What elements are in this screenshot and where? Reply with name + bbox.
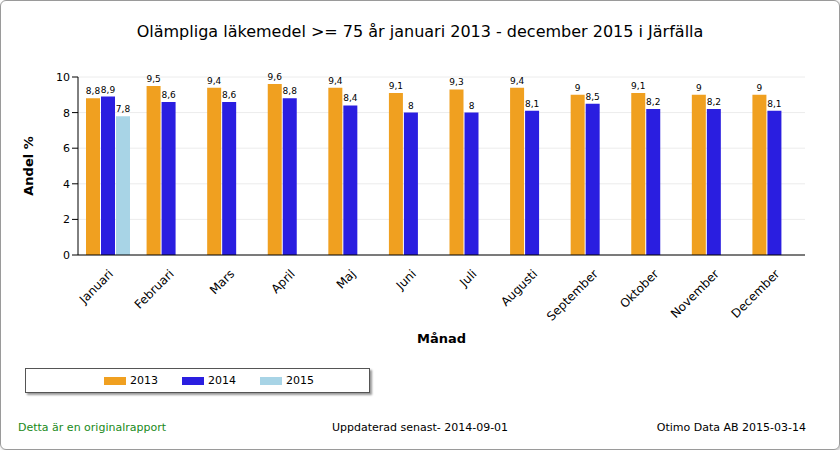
- svg-text:Februari: Februari: [132, 267, 177, 312]
- svg-text:10: 10: [56, 71, 70, 84]
- svg-text:8,6: 8,6: [161, 90, 176, 100]
- svg-text:November: November: [668, 267, 722, 321]
- svg-text:8,2: 8,2: [707, 97, 721, 107]
- svg-text:Juni: Juni: [393, 267, 419, 293]
- svg-text:9,1: 9,1: [631, 81, 645, 91]
- svg-text:6: 6: [63, 142, 70, 155]
- svg-text:9,4: 9,4: [207, 76, 222, 86]
- svg-text:9,4: 9,4: [510, 76, 525, 86]
- svg-text:7,8: 7,8: [116, 104, 131, 114]
- svg-text:9: 9: [575, 83, 581, 93]
- svg-text:April: April: [269, 267, 298, 296]
- svg-text:September: September: [544, 267, 601, 324]
- svg-text:Augusti: Augusti: [498, 267, 540, 309]
- svg-text:8,5: 8,5: [586, 92, 600, 102]
- svg-text:9,1: 9,1: [389, 81, 403, 91]
- svg-text:8,2: 8,2: [646, 97, 660, 107]
- svg-text:8,6: 8,6: [222, 90, 237, 100]
- svg-text:Mars: Mars: [207, 267, 237, 297]
- svg-text:December: December: [729, 267, 783, 321]
- svg-text:Oktober: Oktober: [617, 267, 661, 311]
- html-text:2015: 2015: [286, 374, 314, 387]
- svg-text:9,5: 9,5: [146, 74, 160, 84]
- svg-text:Månad: Månad: [417, 331, 466, 346]
- svg-text:8: 8: [63, 107, 70, 120]
- svg-text:8: 8: [469, 101, 475, 111]
- html-text:Olämpliga läkemedel >= 75 år j: Olämpliga läkemedel >= 75 år januari 201…: [136, 22, 704, 41]
- svg-text:9,3: 9,3: [449, 77, 463, 87]
- svg-text:8,1: 8,1: [525, 99, 539, 109]
- html-text:Uppdaterad senast- 2014-09-01: Uppdaterad senast- 2014-09-01: [331, 421, 509, 434]
- svg-text:Juli: Juli: [456, 267, 479, 290]
- svg-text:8: 8: [408, 101, 414, 111]
- svg-text:9,6: 9,6: [268, 72, 283, 82]
- svg-text:8,8: 8,8: [283, 86, 298, 96]
- html-text:2013: 2013: [130, 374, 158, 387]
- svg-text:9: 9: [696, 83, 702, 93]
- svg-text:9: 9: [757, 83, 763, 93]
- svg-text:8,8: 8,8: [86, 86, 101, 96]
- svg-text:Januari: Januari: [76, 267, 116, 307]
- svg-text:Andel %: Andel %: [21, 136, 36, 195]
- svg-text:9,4: 9,4: [328, 76, 343, 86]
- svg-text:4: 4: [63, 178, 70, 191]
- html-text:2014: 2014: [208, 374, 236, 387]
- html-text:Detta är en originalrapport: Detta är en originalrapport: [18, 421, 166, 434]
- svg-text:0: 0: [63, 249, 70, 262]
- svg-text:8,1: 8,1: [767, 99, 781, 109]
- svg-text:2: 2: [63, 213, 70, 226]
- svg-text:8,4: 8,4: [343, 93, 358, 103]
- html-text:Otimo Data AB 2015-03-14: Otimo Data AB 2015-03-14: [656, 421, 806, 434]
- svg-text:8,9: 8,9: [101, 85, 116, 95]
- svg-text:Maj: Maj: [334, 267, 359, 292]
